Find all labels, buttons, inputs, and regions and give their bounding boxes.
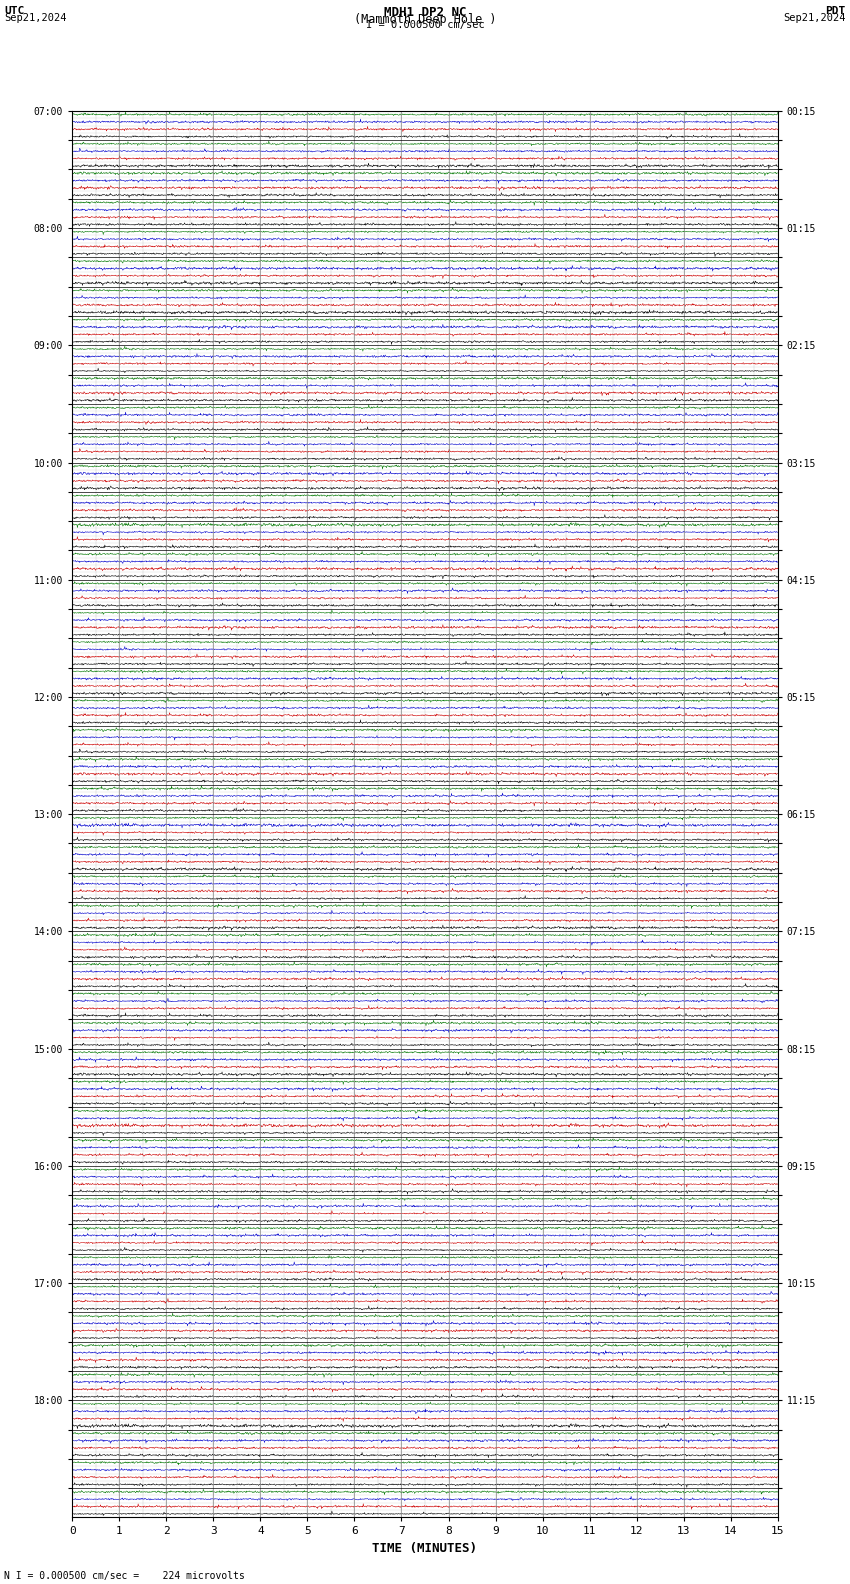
- Text: PDT: PDT: [825, 5, 846, 16]
- Text: Sep21,2024: Sep21,2024: [783, 13, 846, 24]
- X-axis label: TIME (MINUTES): TIME (MINUTES): [372, 1543, 478, 1555]
- Text: UTC: UTC: [4, 5, 25, 16]
- Text: MDH1 DP2 NC: MDH1 DP2 NC: [383, 5, 467, 19]
- Text: (Mammoth Deep Hole ): (Mammoth Deep Hole ): [354, 13, 496, 25]
- Text: N I = 0.000500 cm/sec =    224 microvolts: N I = 0.000500 cm/sec = 224 microvolts: [4, 1571, 245, 1581]
- Text: I = 0.000500 cm/sec: I = 0.000500 cm/sec: [366, 21, 484, 30]
- Text: Sep21,2024: Sep21,2024: [4, 13, 67, 24]
